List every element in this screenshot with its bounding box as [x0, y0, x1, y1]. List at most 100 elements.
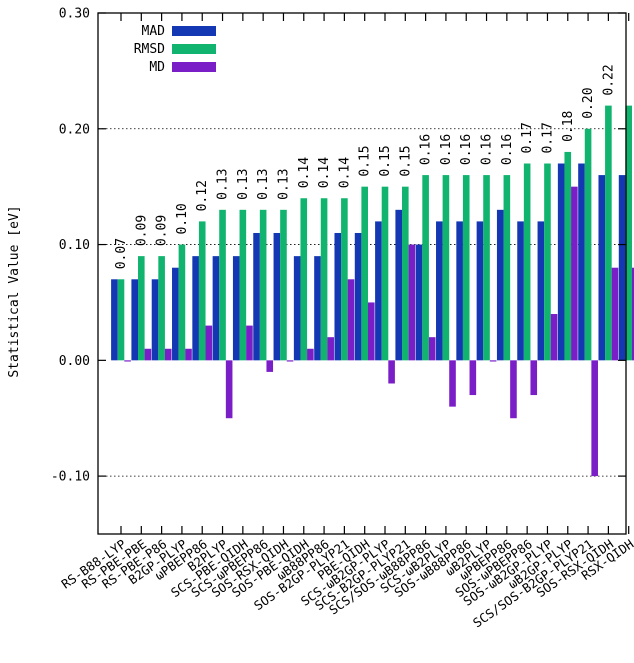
bar-rmsd	[178, 244, 186, 361]
bar-md	[530, 360, 538, 396]
value-label: 0.14	[297, 157, 312, 188]
bar-md	[611, 267, 619, 361]
y-axis-label: Statistical Value [eV]	[7, 205, 22, 377]
value-label: 0.14	[337, 157, 352, 188]
bar-mad	[273, 232, 281, 361]
bar-rmsd	[402, 186, 409, 361]
value-label: 0.20	[581, 87, 596, 118]
y-axis: -0.10 0.00 0.10 0.20 0.30	[51, 7, 626, 485]
bar-md	[327, 337, 334, 361]
bar-mad	[476, 221, 484, 361]
bar-rmsd	[625, 105, 632, 361]
legend-label: MD	[149, 60, 165, 75]
bar-mad	[354, 232, 362, 361]
value-label: 0.07	[114, 238, 129, 269]
bar-mad	[232, 256, 240, 361]
bar-mad	[557, 163, 565, 361]
bar-mad	[618, 175, 626, 361]
value-label: 0.13	[216, 169, 231, 200]
bar-md	[449, 360, 456, 407]
value-label: 0.09	[134, 215, 149, 246]
bar-mad	[293, 256, 301, 361]
y-tick-label: 0.30	[59, 7, 90, 22]
bar-rmsd	[442, 175, 450, 361]
bar-md	[367, 302, 375, 361]
bar-rmsd	[138, 256, 145, 361]
bar-mad	[578, 163, 585, 361]
bar-mad	[375, 221, 382, 361]
bar-mad	[131, 279, 139, 361]
bar-mad	[253, 232, 260, 361]
bar-rmsd	[544, 163, 551, 361]
bar-mad	[314, 256, 321, 361]
bar-rmsd	[320, 198, 328, 361]
bar-rmsd	[462, 175, 470, 361]
bar-md	[469, 360, 477, 396]
bar-md	[631, 267, 634, 361]
value-label: 0.15	[398, 145, 413, 176]
value-label: 0.10	[175, 203, 190, 234]
bar-rmsd	[259, 209, 267, 361]
value-label: 0.13	[236, 169, 251, 200]
bar-md	[591, 360, 598, 477]
bar-rmsd	[361, 186, 368, 361]
bar-mad	[598, 175, 606, 361]
bar-rmsd	[584, 128, 592, 361]
bar-rmsd	[117, 279, 125, 361]
y-tick-label: -0.10	[51, 470, 90, 485]
bar-mad	[151, 279, 159, 361]
bar-md	[408, 244, 416, 361]
bar-rmsd	[280, 209, 287, 361]
bar-md	[164, 348, 172, 361]
bar-rmsd	[239, 209, 247, 361]
bar-rmsd	[341, 198, 348, 361]
value-label: 0.15	[378, 145, 393, 176]
legend: MAD RMSD MD	[134, 24, 216, 75]
value-label: 0.13	[256, 169, 271, 200]
value-labels: 0.07 0.09 0.09 0.10 0.12 0.13 0.13 0.13 0.13 0.14…	[114, 64, 616, 269]
value-label: 0.17	[540, 122, 555, 153]
bar-rmsd	[605, 105, 612, 361]
bar-md	[246, 325, 253, 361]
value-label: 0.15	[358, 145, 373, 176]
bar-mad	[192, 256, 199, 361]
bars	[111, 105, 634, 477]
bar-rmsd	[503, 175, 511, 361]
bar-mad	[415, 244, 423, 361]
legend-label: MAD	[142, 24, 166, 39]
bar-mad	[334, 232, 342, 361]
bar-md	[550, 314, 558, 361]
value-label: 0.16	[439, 134, 454, 165]
legend-swatch	[172, 26, 216, 36]
value-label: 0.16	[480, 134, 495, 165]
bar-md	[185, 348, 192, 361]
bar-mad	[436, 221, 443, 361]
y-tick-label: 0.20	[59, 122, 90, 137]
value-label: 0.17	[520, 122, 535, 153]
value-label: 0.16	[419, 134, 434, 165]
value-label: 0.13	[276, 169, 291, 200]
legend-swatch	[172, 44, 216, 54]
bar-md	[388, 360, 395, 384]
value-label: 0.22	[601, 64, 616, 95]
y-tick-label: 0.10	[59, 238, 90, 253]
x-axis: RS-B88-LYPRS-PBE-PBERS-PBE-P86B2GP-PLYPω…	[58, 13, 634, 630]
bar-rmsd	[564, 151, 572, 361]
value-label: 0.16	[459, 134, 474, 165]
bar-rmsd	[219, 209, 226, 361]
bar-mad	[517, 221, 524, 361]
bar-mad	[496, 209, 504, 361]
bar-mad	[395, 209, 403, 361]
bar-md	[144, 348, 152, 361]
bar-md	[286, 360, 294, 362]
bar-md	[307, 348, 314, 361]
bar-rmsd	[523, 163, 531, 361]
bar-rmsd	[198, 221, 206, 361]
bar-mad	[537, 221, 545, 361]
bar-rmsd	[300, 198, 308, 361]
bar-rmsd	[158, 256, 165, 361]
value-label: 0.18	[561, 111, 576, 142]
bar-md	[428, 337, 436, 361]
bar-rmsd	[381, 186, 389, 361]
bar-md	[124, 360, 131, 362]
